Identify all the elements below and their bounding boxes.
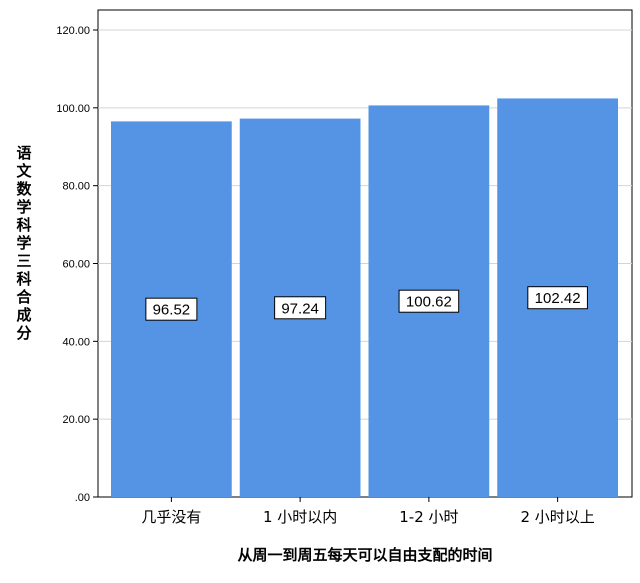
data-label: 97.24 (281, 300, 319, 317)
x-category-label: 1 小时以内 (263, 508, 337, 526)
data-label-box (398, 289, 460, 313)
data-label-box (274, 296, 327, 320)
data-label-box (527, 286, 588, 310)
data-label: 96.52 (153, 302, 191, 319)
data-labels: 96.52 97.24 100.62 102.42 (145, 286, 588, 321)
y-tick-label: 120.00 (56, 25, 90, 37)
y-axis-title: 语文数学科学三科合成分 (15, 144, 32, 342)
y-axis-ticks: .00 20.00 40.00 60.00 80.00 100.00 120.00 (56, 25, 98, 504)
bars (111, 98, 618, 497)
y-tick-label: 60.00 (62, 259, 90, 271)
y-tick-label: 100.00 (56, 103, 90, 115)
data-label-box (145, 297, 198, 321)
y-tick-label: .00 (75, 492, 90, 504)
data-label: 100.62 (406, 294, 452, 311)
x-axis-categories: 几乎没有 1 小时以内 1-2 小时 2 小时以上 (141, 497, 595, 526)
y-tick-label: 80.00 (62, 181, 90, 193)
y-tick-label: 40.00 (62, 336, 90, 348)
x-category-label: 几乎没有 (141, 508, 201, 526)
x-category-label: 2 小时以上 (520, 508, 594, 526)
x-axis-title: 从周一到周五每天可以自由支配的时间 (237, 546, 492, 564)
data-label: 102.42 (535, 290, 581, 307)
y-tick-label: 20.00 (62, 414, 90, 426)
x-category-label: 1-2 小时 (399, 508, 458, 526)
